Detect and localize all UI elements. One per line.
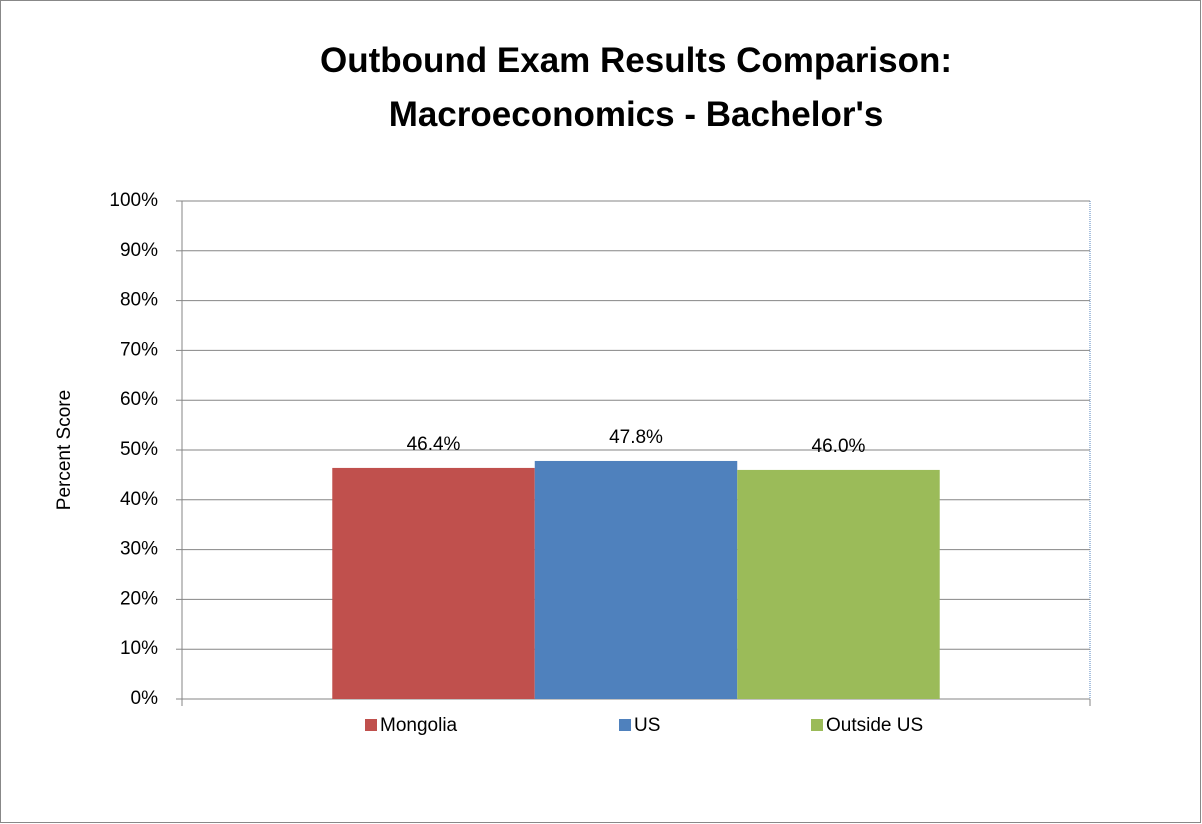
- data-label: 46.4%: [407, 434, 461, 455]
- legend-label: US: [634, 715, 660, 736]
- y-tick-label: 90%: [120, 240, 158, 261]
- legend-label: Outside US: [826, 715, 923, 736]
- y-tick-label: 40%: [120, 489, 158, 510]
- y-tick-label: 10%: [120, 638, 158, 659]
- bar: [534, 460, 738, 699]
- data-label: 46.0%: [812, 436, 866, 457]
- data-label: 47.8%: [609, 427, 663, 448]
- y-tick-label: 50%: [120, 439, 158, 460]
- chart-title: Outbound Exam Results Comparison: Macroe…: [320, 41, 952, 134]
- bar: [332, 467, 535, 699]
- legend-swatch: [811, 719, 823, 731]
- legend-swatch: [365, 719, 377, 731]
- legend-swatch: [619, 719, 631, 731]
- y-tick-label: 0%: [131, 688, 159, 709]
- bar: [737, 469, 940, 699]
- y-tick-label: 60%: [120, 389, 158, 410]
- legend-label: Mongolia: [380, 715, 458, 736]
- y-tick-label: 20%: [120, 588, 158, 609]
- y-tick-label: 70%: [120, 339, 158, 360]
- y-tick-label: 80%: [120, 290, 158, 311]
- y-tick-label: 100%: [109, 190, 158, 211]
- y-tick-label: 30%: [120, 539, 158, 560]
- y-axis-label: Percent Score: [54, 390, 75, 510]
